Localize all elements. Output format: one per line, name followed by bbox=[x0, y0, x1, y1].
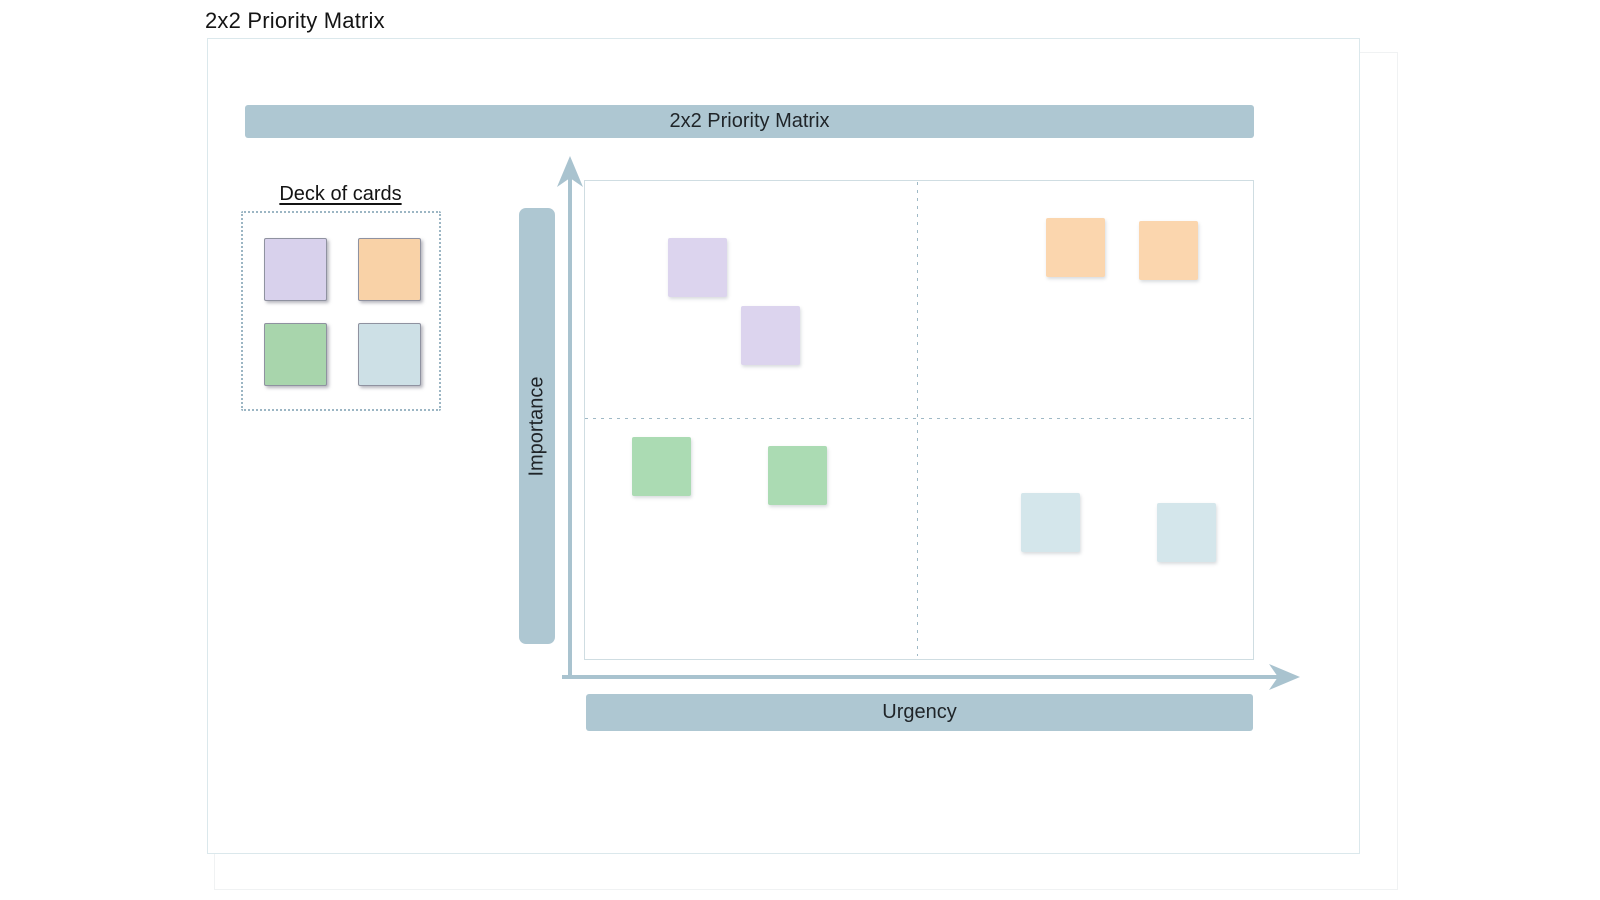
matrix-card-green-2[interactable] bbox=[768, 446, 827, 505]
board-header-label: 2x2 Priority Matrix bbox=[669, 110, 830, 132]
deck-card-orange[interactable] bbox=[358, 238, 421, 301]
importance-axis-label: Importance bbox=[525, 375, 548, 477]
deck-card-blue[interactable] bbox=[358, 323, 421, 386]
urgency-axis-bar: Urgency bbox=[586, 694, 1253, 731]
matrix-card-blue-2[interactable] bbox=[1157, 503, 1216, 562]
matrix-card-green-1[interactable] bbox=[632, 437, 691, 496]
matrix-card-orange-2[interactable] bbox=[1139, 221, 1198, 280]
matrix-card-purple-2[interactable] bbox=[741, 306, 800, 365]
matrix-card-purple-1[interactable] bbox=[668, 238, 727, 297]
deck-title: Deck of cards bbox=[279, 183, 402, 205]
matrix-vertical-divider bbox=[917, 182, 918, 656]
matrix-card-blue-1[interactable] bbox=[1021, 493, 1080, 552]
deck-card-green[interactable] bbox=[264, 323, 327, 386]
urgency-axis-label: Urgency bbox=[882, 701, 957, 723]
page-title: 2x2 Priority Matrix bbox=[205, 8, 385, 33]
board-header-bar: 2x2 Priority Matrix bbox=[245, 105, 1254, 138]
matrix-horizontal-divider bbox=[585, 418, 1251, 419]
matrix-card-orange-1[interactable] bbox=[1046, 218, 1105, 277]
deck-card-purple[interactable] bbox=[264, 238, 327, 301]
importance-axis-bar: Importance bbox=[519, 208, 555, 644]
